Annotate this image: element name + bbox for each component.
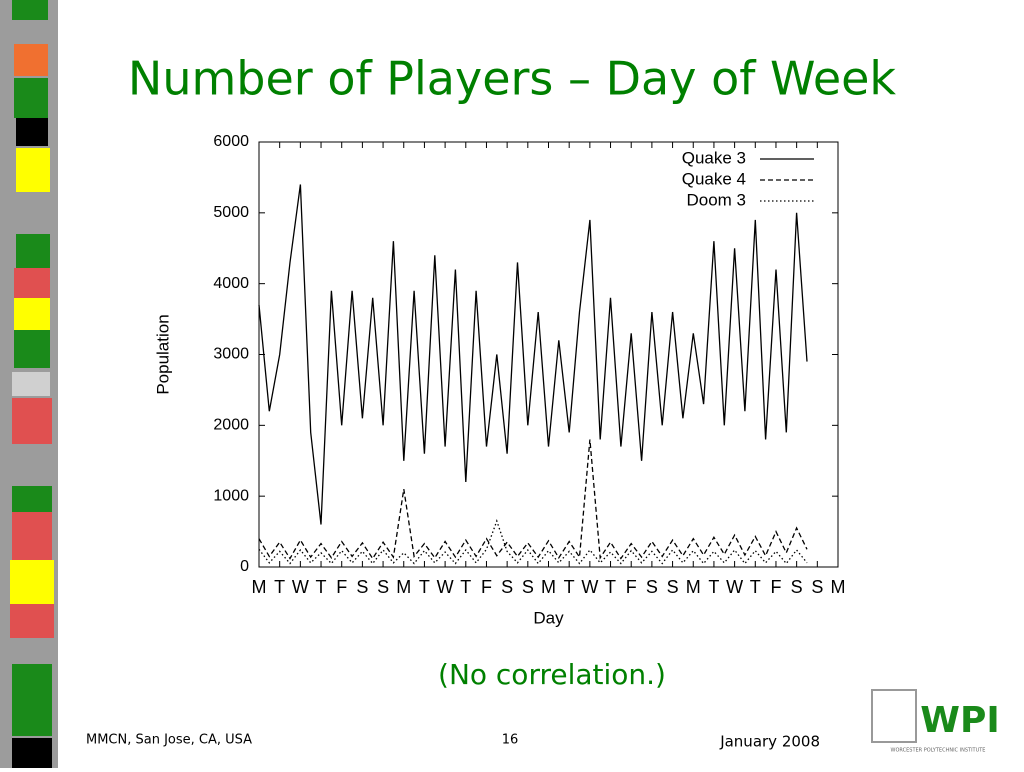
x-tick-label: M [831,577,846,597]
slide-title: Number of Players – Day of Week [128,52,897,106]
note: (No correlation.) [438,658,666,691]
y-axis-label: Population [153,314,172,394]
series-line [258,184,808,525]
series-line [258,439,808,560]
x-tick-label: T [605,577,616,597]
y-tick-label: 2000 [213,417,249,434]
x-tick-label: T [460,577,471,597]
x-tick-label: W [437,577,454,597]
x-tick-label: S [646,577,658,597]
x-tick-label: F [336,577,347,597]
page-number: 16 [502,733,519,748]
series-line [258,519,808,565]
legend-label: Doom 3 [686,190,746,209]
x-tick-label: T [564,577,575,597]
x-tick-label: S [522,577,534,597]
y-tick-label: 1000 [213,487,249,504]
x-tick-label: M [541,577,556,597]
x-tick-label: F [770,577,781,597]
x-tick-label: S [501,577,513,597]
footer-left: MMCN, San Jose, CA, USA [86,733,252,748]
x-tick-label: F [626,577,637,597]
y-tick-label: 0 [240,558,249,575]
x-tick-label: M [686,577,701,597]
x-tick-label: W [292,577,309,597]
legend-label: Quake 4 [682,169,746,188]
x-tick-label: T [274,577,285,597]
x-tick-label: W [726,577,743,597]
x-tick-label: S [811,577,823,597]
logo-caption: WORCESTER POLYTECHNIC INSTITUTE [891,748,986,754]
x-tick-label: M [252,577,267,597]
x-tick-label: S [791,577,803,597]
y-tick-label: 6000 [213,133,249,150]
legend-label: Quake 3 [682,148,746,167]
footer-right: January 2008 [719,733,820,751]
x-tick-label: W [581,577,598,597]
x-tick-label: T [708,577,719,597]
x-tick-label: M [396,577,411,597]
x-tick-label: S [356,577,368,597]
plot-frame [258,141,839,568]
y-tick-label: 3000 [213,346,249,363]
y-tick-label: 4000 [213,275,249,292]
x-tick-label: T [316,577,327,597]
x-tick-label: T [750,577,761,597]
x-tick-label: S [377,577,389,597]
x-tick-label: F [481,577,492,597]
logo-text: WPI [920,700,1000,741]
y-tick-label: 5000 [213,204,249,221]
side-strip [0,0,58,768]
x-axis-label: Day [533,608,564,627]
logo: WPI WORCESTER POLYTECHNIC INSTITUTE [871,689,1000,754]
x-tick-label: T [419,577,430,597]
x-tick-label: S [667,577,679,597]
